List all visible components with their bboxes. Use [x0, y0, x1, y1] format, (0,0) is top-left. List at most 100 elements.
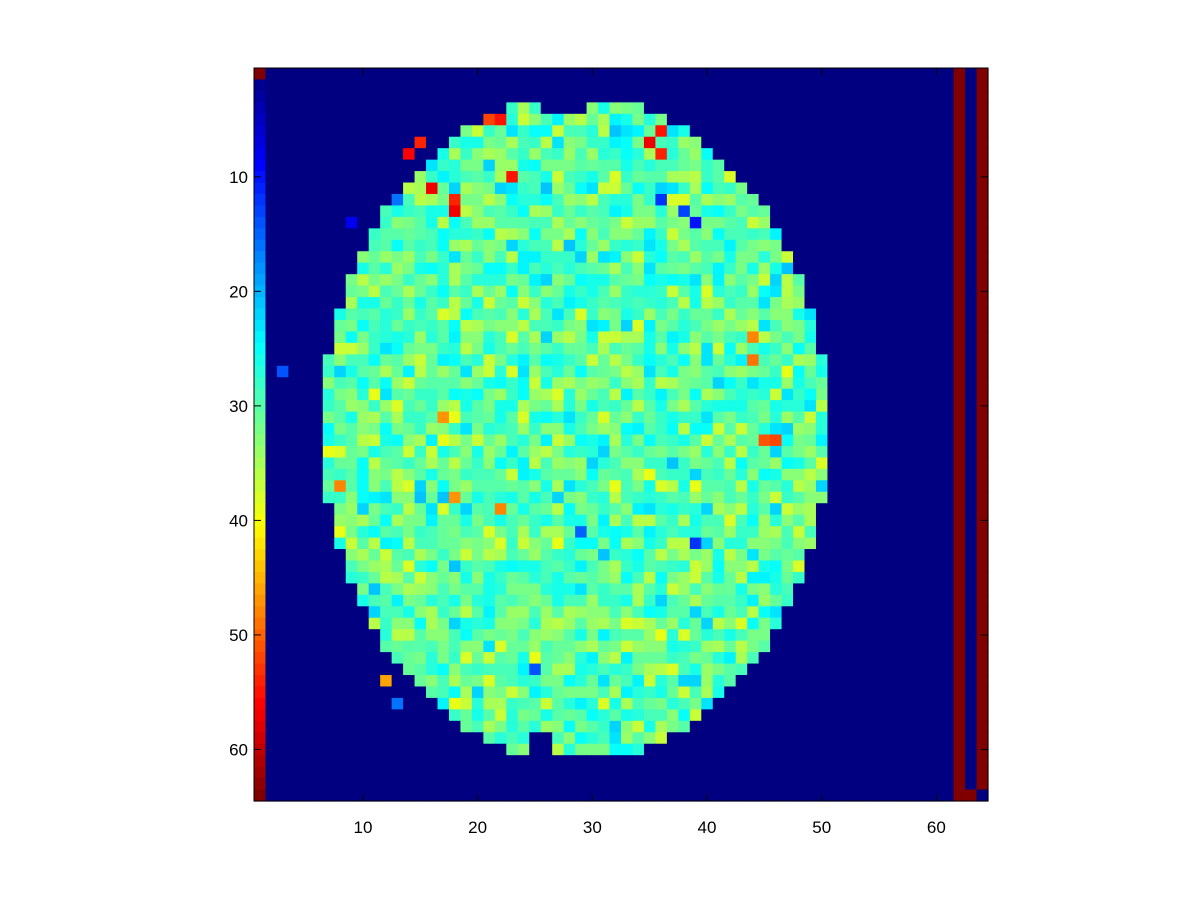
heatmap-cell [276, 388, 290, 401]
heatmap-cell [712, 297, 725, 310]
heatmap-cell [850, 297, 863, 310]
heatmap-cell [414, 640, 427, 653]
heatmap-cell [712, 514, 725, 527]
heatmap-cell [403, 388, 416, 401]
heatmap-cell [632, 766, 645, 779]
heatmap-cell [345, 514, 358, 527]
heatmap-cell [598, 606, 611, 619]
heatmap-cell [334, 136, 347, 149]
heatmap-cell [666, 640, 679, 653]
heatmap-cell [575, 468, 588, 481]
heatmap-cell [368, 697, 381, 710]
heatmap-cell [632, 354, 645, 367]
heatmap-cell [448, 652, 462, 665]
heatmap-cell [632, 526, 645, 539]
heatmap-cell [426, 629, 439, 642]
heatmap-cell [930, 388, 943, 401]
heatmap-cell [483, 606, 496, 619]
heatmap-cell [781, 720, 794, 733]
heatmap-cell [506, 503, 519, 516]
heatmap-cell [276, 148, 290, 161]
heatmap-cell [460, 526, 473, 539]
heatmap-cell [712, 342, 725, 355]
heatmap-cell [345, 480, 358, 493]
heatmap-cell [884, 423, 897, 436]
heatmap-cell [907, 468, 920, 481]
heatmap-cell [529, 171, 542, 184]
heatmap-cell [919, 457, 932, 470]
heatmap-cell [678, 159, 691, 172]
heatmap-cell [666, 503, 679, 516]
heatmap-cell [804, 297, 817, 310]
heatmap-cell [426, 297, 439, 310]
heatmap-cell [265, 388, 278, 401]
heatmap-cell [747, 262, 760, 275]
heatmap-cell [838, 778, 851, 791]
heatmap-cell [265, 331, 278, 344]
heatmap-cell [976, 148, 989, 161]
heatmap-cell [632, 720, 645, 733]
heatmap-cell [770, 90, 783, 103]
heatmap-cell [793, 732, 806, 745]
heatmap-cell [609, 171, 622, 184]
heatmap-cell [311, 125, 324, 138]
heatmap-cell [448, 423, 462, 436]
heatmap-cell [621, 411, 634, 424]
heatmap-cell [506, 468, 519, 481]
heatmap-cell [827, 308, 840, 321]
heatmap-cell [437, 285, 450, 298]
heatmap-cell [643, 400, 657, 413]
heatmap-cell [930, 319, 943, 333]
heatmap-cell [345, 503, 358, 516]
heatmap-cell [357, 239, 370, 252]
heatmap-cell [265, 629, 278, 642]
heatmap-cell [575, 262, 588, 275]
heatmap-cell [391, 400, 404, 413]
heatmap-cell [529, 652, 542, 665]
heatmap-cell [460, 113, 473, 126]
heatmap-cell [701, 526, 714, 539]
heatmap-cell [873, 342, 886, 355]
heatmap-cell [643, 377, 657, 390]
heatmap-cell [414, 79, 427, 92]
heatmap-cell [552, 228, 565, 241]
heatmap-cell [770, 251, 783, 264]
heatmap-cell [747, 457, 760, 470]
heatmap-cell [701, 445, 714, 458]
heatmap-cell [334, 468, 347, 481]
heatmap-cell [265, 308, 278, 321]
heatmap-cell [701, 136, 714, 149]
heatmap-cell [689, 594, 702, 607]
heatmap-cell [758, 503, 771, 516]
heatmap-cell [919, 228, 932, 241]
heatmap-cell [747, 377, 760, 390]
heatmap-cell [254, 583, 267, 596]
heatmap-cell [781, 319, 794, 333]
heatmap-cell [575, 400, 588, 413]
heatmap-cell [540, 365, 553, 378]
heatmap-cell [540, 457, 553, 470]
heatmap-cell [930, 171, 943, 184]
heatmap-cell [552, 148, 565, 161]
heatmap-cell [254, 319, 267, 333]
heatmap-cell [838, 594, 851, 607]
heatmap-cell [804, 778, 817, 791]
heatmap-cell [712, 629, 725, 642]
heatmap-cell [873, 594, 886, 607]
heatmap-cell [276, 732, 290, 745]
heatmap-cell [448, 319, 462, 333]
heatmap-cell [942, 549, 955, 562]
heatmap-cell [884, 686, 897, 699]
heatmap-cell [976, 709, 989, 722]
heatmap-cell [471, 342, 484, 355]
heatmap-cell [471, 193, 484, 207]
heatmap-cell [953, 652, 966, 665]
heatmap-cell [712, 319, 725, 333]
x-tick-label: 60 [927, 818, 946, 837]
heatmap-cell [827, 617, 840, 630]
heatmap-cell [758, 560, 771, 573]
heatmap-cell [334, 319, 347, 333]
heatmap-cell [403, 377, 416, 390]
heatmap-cell [793, 617, 806, 630]
heatmap-cell [965, 411, 978, 424]
